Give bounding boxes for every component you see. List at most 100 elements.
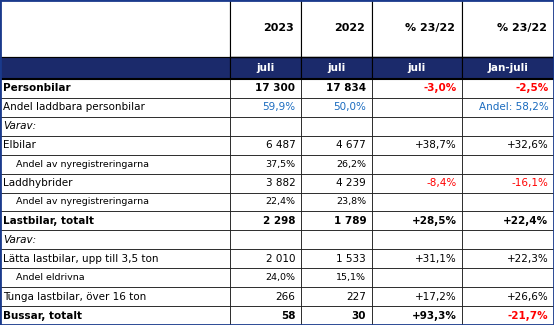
- Bar: [462, 306, 554, 325]
- Bar: [0, 212, 230, 230]
- Text: juli: juli: [408, 63, 426, 73]
- Bar: [462, 117, 554, 136]
- Text: 227: 227: [346, 292, 366, 302]
- Bar: [230, 174, 301, 192]
- Bar: [372, 306, 462, 325]
- Bar: [301, 57, 372, 79]
- Bar: [0, 192, 230, 212]
- Bar: [230, 117, 301, 136]
- Bar: [462, 249, 554, 268]
- Bar: [230, 57, 301, 79]
- Text: -3,0%: -3,0%: [423, 84, 456, 94]
- Text: 24,0%: 24,0%: [265, 273, 295, 282]
- Bar: [0, 98, 230, 117]
- Bar: [462, 0, 554, 57]
- Text: % 23/22: % 23/22: [406, 23, 455, 33]
- Bar: [0, 268, 230, 287]
- Text: % 23/22: % 23/22: [497, 23, 547, 33]
- Text: 22,4%: 22,4%: [265, 198, 295, 206]
- Bar: [230, 79, 301, 98]
- Bar: [372, 212, 462, 230]
- Text: 17 300: 17 300: [255, 84, 295, 94]
- Text: 50,0%: 50,0%: [334, 102, 366, 112]
- Bar: [301, 230, 372, 249]
- Bar: [462, 155, 554, 174]
- Text: 2022: 2022: [334, 23, 365, 33]
- Text: 26,2%: 26,2%: [336, 160, 366, 169]
- Text: 2 298: 2 298: [263, 216, 295, 226]
- Bar: [0, 174, 230, 192]
- Bar: [462, 268, 554, 287]
- Bar: [230, 249, 301, 268]
- Text: Varav:: Varav:: [3, 121, 36, 131]
- Bar: [301, 0, 372, 57]
- Bar: [0, 230, 230, 249]
- Bar: [0, 117, 230, 136]
- Text: -21,7%: -21,7%: [508, 311, 548, 320]
- Bar: [230, 287, 301, 306]
- Bar: [372, 249, 462, 268]
- Text: +22,3%: +22,3%: [507, 254, 548, 264]
- Text: Bussar, totalt: Bussar, totalt: [3, 311, 82, 320]
- Bar: [372, 0, 462, 57]
- Text: Andel av nyregistreringarna: Andel av nyregistreringarna: [10, 198, 149, 206]
- Bar: [230, 136, 301, 155]
- Bar: [462, 136, 554, 155]
- Bar: [372, 117, 462, 136]
- Bar: [0, 306, 230, 325]
- Bar: [462, 57, 554, 79]
- Bar: [372, 57, 462, 79]
- Bar: [372, 136, 462, 155]
- Bar: [372, 192, 462, 212]
- Bar: [230, 212, 301, 230]
- Text: juli: juli: [257, 63, 274, 73]
- Text: +32,6%: +32,6%: [507, 140, 548, 150]
- Text: Lätta lastbilar, upp till 3,5 ton: Lätta lastbilar, upp till 3,5 ton: [3, 254, 158, 264]
- Text: Andel eldrivna: Andel eldrivna: [10, 273, 85, 282]
- Text: +38,7%: +38,7%: [415, 140, 456, 150]
- Text: +31,1%: +31,1%: [415, 254, 456, 264]
- Bar: [301, 136, 372, 155]
- Bar: [372, 79, 462, 98]
- Text: 15,1%: 15,1%: [336, 273, 366, 282]
- Bar: [301, 79, 372, 98]
- Text: +26,6%: +26,6%: [507, 292, 548, 302]
- Bar: [372, 268, 462, 287]
- Bar: [301, 212, 372, 230]
- Bar: [0, 136, 230, 155]
- Bar: [0, 57, 230, 79]
- Text: 6 487: 6 487: [265, 140, 295, 150]
- Bar: [230, 0, 301, 57]
- Bar: [301, 287, 372, 306]
- Bar: [372, 98, 462, 117]
- Text: Tunga lastbilar, över 16 ton: Tunga lastbilar, över 16 ton: [3, 292, 146, 302]
- Bar: [372, 174, 462, 192]
- Bar: [301, 155, 372, 174]
- Bar: [301, 268, 372, 287]
- Text: Andel av nyregistreringarna: Andel av nyregistreringarna: [10, 160, 149, 169]
- Text: Varav:: Varav:: [3, 235, 36, 245]
- Bar: [301, 98, 372, 117]
- Bar: [301, 249, 372, 268]
- Text: Lastbilar, totalt: Lastbilar, totalt: [3, 216, 94, 226]
- Text: 59,9%: 59,9%: [262, 102, 295, 112]
- Text: 4 677: 4 677: [336, 140, 366, 150]
- Text: 2 010: 2 010: [266, 254, 295, 264]
- Text: 266: 266: [275, 292, 295, 302]
- Bar: [462, 98, 554, 117]
- Text: Andel: 58,2%: Andel: 58,2%: [479, 102, 548, 112]
- Bar: [462, 192, 554, 212]
- Bar: [301, 306, 372, 325]
- Text: +17,2%: +17,2%: [415, 292, 456, 302]
- Bar: [0, 79, 230, 98]
- Text: +28,5%: +28,5%: [412, 216, 456, 226]
- Text: -8,4%: -8,4%: [426, 178, 456, 188]
- Text: 1 533: 1 533: [336, 254, 366, 264]
- Bar: [0, 249, 230, 268]
- Bar: [372, 155, 462, 174]
- Text: 4 239: 4 239: [336, 178, 366, 188]
- Text: 30: 30: [352, 311, 366, 320]
- Bar: [462, 174, 554, 192]
- Bar: [230, 268, 301, 287]
- Text: 23,8%: 23,8%: [336, 198, 366, 206]
